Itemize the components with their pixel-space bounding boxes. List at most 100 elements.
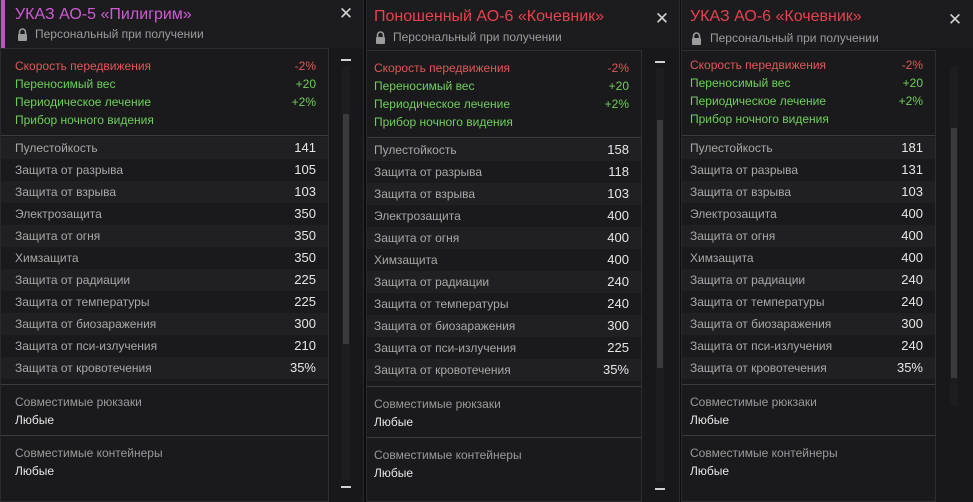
item-card-3: УКАЗ АО-6 «Кочевник» ✕ Персональный при … (681, 0, 973, 502)
modifiers-list: Скорость передвижения -2% Переносимый вес… (1, 49, 328, 136)
modifier-label: Переносимый вес (15, 77, 116, 91)
stat-row: Химзащита 400 (367, 249, 641, 271)
stat-value: 158 (607, 142, 629, 157)
modifier-value: +2% (898, 94, 923, 108)
close-icon[interactable]: ✕ (338, 4, 354, 23)
stat-value: 400 (901, 228, 923, 243)
stat-label: Защита от пси-излучения (374, 341, 517, 355)
stat-value: 35% (289, 360, 316, 375)
compatible-containers: Совместимые контейнеры Любые (367, 437, 641, 487)
scrollbar-thumb[interactable] (951, 128, 957, 378)
scrollbar-thumb[interactable] (343, 114, 349, 344)
stat-label: Защита от огня (374, 231, 460, 245)
stat-value: 35% (602, 362, 629, 377)
close-icon[interactable]: ✕ (654, 9, 670, 28)
stat-row: Защита от взрыва 103 (1, 181, 328, 203)
stat-label: Защита от разрыва (690, 163, 799, 177)
stats-table: Пулестойкость 181 Защита от разрыва 131 За… (682, 136, 935, 379)
stat-row: Защита от биозаражения 300 (1, 313, 328, 335)
card-header: УКАЗ АО-6 «Кочевник» ✕ Персональный при … (682, 0, 973, 48)
stat-value: 300 (607, 318, 629, 333)
stat-value: 131 (901, 162, 923, 177)
modifier-value: +2% (291, 95, 316, 109)
compatibility-section: Совместимые рюкзаки Любые Совместимые ко… (367, 386, 641, 487)
stat-label: Защита от взрыва (15, 185, 117, 199)
modifier-value: +20 (295, 77, 316, 91)
stat-row: Защита от огня 400 (367, 227, 641, 249)
item-card-1: УКАЗ АО-5 «Пилигрим» ✕ Персональный при … (0, 0, 364, 502)
stat-value: 118 (608, 164, 629, 179)
stat-row: Пулестойкость 158 (367, 139, 641, 161)
modifier-healing: Периодическое лечение +2% (682, 92, 935, 110)
stat-label: Пулестойкость (15, 141, 98, 155)
stat-label: Химзащита (690, 251, 754, 265)
modifier-label: Переносимый вес (374, 79, 475, 93)
stat-label: Защита от взрыва (690, 185, 792, 199)
stat-row: Защита от кровотечения 35% (682, 357, 935, 379)
modifier-label: Прибор ночного видения (374, 115, 513, 129)
stat-row: Защита от радиации 225 (1, 269, 328, 291)
modifier-label: Прибор ночного видения (15, 113, 154, 127)
binding-note: Персональный при получении (710, 31, 879, 45)
stat-row: Защита от радиации 240 (682, 269, 935, 291)
modifier-label: Периодическое лечение (374, 97, 510, 111)
card-content: Скорость передвижения -2% Переносимый вес… (367, 50, 642, 502)
stat-value: 103 (607, 186, 629, 201)
stat-label: Защита от биозаражения (374, 319, 516, 333)
stat-value: 210 (294, 338, 316, 353)
modifier-healing: Периодическое лечение +2% (367, 95, 641, 113)
stat-label: Пулестойкость (374, 143, 457, 157)
scroll-down-arrow[interactable] (655, 488, 665, 490)
compat-label: Совместимые контейнеры (374, 448, 522, 462)
stat-label: Защита от огня (15, 229, 101, 243)
stat-label: Защита от радиации (690, 273, 806, 287)
stat-row: Защита от огня 350 (1, 225, 328, 247)
stat-label: Защита от разрыва (15, 163, 124, 177)
binding-note: Персональный при получении (35, 27, 204, 41)
scrollbar[interactable] (950, 66, 958, 406)
stat-label: Защита от температуры (15, 295, 150, 309)
compatible-backpacks: Совместимые рюкзаки Любые (1, 385, 328, 435)
stat-row: Защита от температуры 240 (367, 293, 641, 315)
modifier-value: -2% (901, 58, 923, 72)
compat-value: Любые (15, 464, 55, 478)
stat-value: 240 (607, 296, 629, 311)
stat-value: 35% (896, 360, 923, 375)
scroll-up-arrow[interactable] (655, 61, 665, 63)
modifiers-list: Скорость передвижения -2% Переносимый вес… (682, 51, 935, 136)
stat-row: Электрозащита 400 (682, 203, 935, 225)
lock-icon (18, 28, 27, 41)
scrollbar-thumb[interactable] (657, 120, 663, 368)
scroll-up-arrow[interactable] (341, 59, 351, 61)
compat-value: Любые (690, 413, 730, 427)
modifier-weight: Переносимый вес +20 (1, 75, 328, 93)
scrollbar[interactable] (656, 68, 664, 482)
stats-table: Пулестойкость 141 Защита от разрыва 105 За… (1, 136, 328, 379)
stat-label: Защита от огня (690, 229, 776, 243)
card-header: УКАЗ АО-5 «Пилигрим» ✕ Персональный при … (1, 0, 363, 48)
stat-value: 350 (294, 228, 316, 243)
stat-label: Электрозащита (15, 207, 102, 221)
stat-label: Электрозащита (690, 207, 777, 221)
stat-row: Защита от биозаражения 300 (682, 313, 935, 335)
modifier-night-vision: Прибор ночного видения (682, 110, 935, 128)
stat-label: Защита от биозаражения (690, 317, 832, 331)
close-icon[interactable]: ✕ (947, 10, 963, 29)
modifier-label: Скорость передвижения (374, 61, 511, 75)
modifier-label: Переносимый вес (690, 76, 791, 90)
stat-row: Защита от кровотечения 35% (1, 357, 328, 379)
compatibility-section: Совместимые рюкзаки Любые Совместимые ко… (682, 384, 935, 485)
compat-label: Совместимые рюкзаки (690, 395, 817, 409)
stat-label: Защита от радиации (15, 273, 131, 287)
scrollbar[interactable] (342, 66, 350, 480)
stat-label: Защита от кровотечения (15, 361, 152, 375)
compat-value: Любые (15, 413, 55, 427)
modifier-value: +20 (902, 76, 923, 90)
compatibility-section: Совместимые рюкзаки Любые Совместимые ко… (1, 384, 328, 485)
card-header: Поношенный АО-6 «Кочевник» ✕ Персональны… (367, 0, 679, 48)
card-content: Скорость передвижения -2% Переносимый вес… (682, 50, 936, 502)
modifier-label: Скорость передвижения (690, 58, 827, 72)
scroll-down-arrow[interactable] (341, 486, 351, 488)
stat-row: Защита от биозаражения 300 (367, 315, 641, 337)
stat-label: Защита от биозаражения (15, 317, 157, 331)
